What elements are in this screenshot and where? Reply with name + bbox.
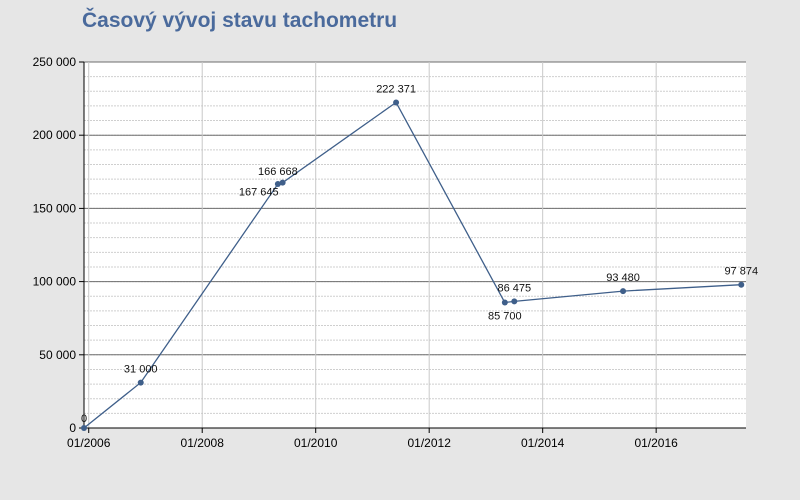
- data-point: [279, 179, 286, 186]
- x-tick-label: 01/2014: [521, 436, 565, 450]
- y-tick-label: 150 000: [33, 201, 77, 215]
- data-label: 167 645: [239, 187, 279, 199]
- data-point: [738, 281, 745, 288]
- data-point: [511, 298, 518, 305]
- x-tick-label: 01/2008: [181, 436, 225, 450]
- x-tick-label: 01/2010: [294, 436, 338, 450]
- data-label: 85 700: [488, 311, 522, 323]
- data-point: [501, 299, 508, 306]
- data-label: 97 874: [724, 266, 758, 278]
- x-tick-label: 01/2006: [67, 436, 111, 450]
- y-tick-label: 100 000: [33, 275, 77, 289]
- y-tick-label: 50 000: [39, 348, 76, 362]
- data-label: 93 480: [606, 272, 640, 284]
- y-tick-label: 200 000: [33, 128, 77, 142]
- data-label: 31 000: [124, 364, 158, 376]
- data-point: [393, 99, 400, 106]
- y-tick-label: 250 000: [33, 55, 77, 69]
- data-point: [274, 180, 281, 187]
- y-tick-label: 0: [69, 421, 76, 435]
- chart-title: Časový vývoj stavu tachometru: [82, 9, 398, 32]
- data-label: 86 475: [497, 282, 531, 294]
- data-point: [620, 288, 627, 295]
- data-point: [137, 379, 144, 386]
- data-point: [81, 425, 87, 431]
- x-tick-label: 01/2012: [407, 436, 451, 450]
- plot-area: [84, 62, 746, 428]
- x-tick-label: 01/2016: [634, 436, 678, 450]
- data-label: 166 668: [258, 166, 298, 178]
- data-label: 0: [81, 413, 87, 425]
- data-label: 222 371: [376, 83, 416, 95]
